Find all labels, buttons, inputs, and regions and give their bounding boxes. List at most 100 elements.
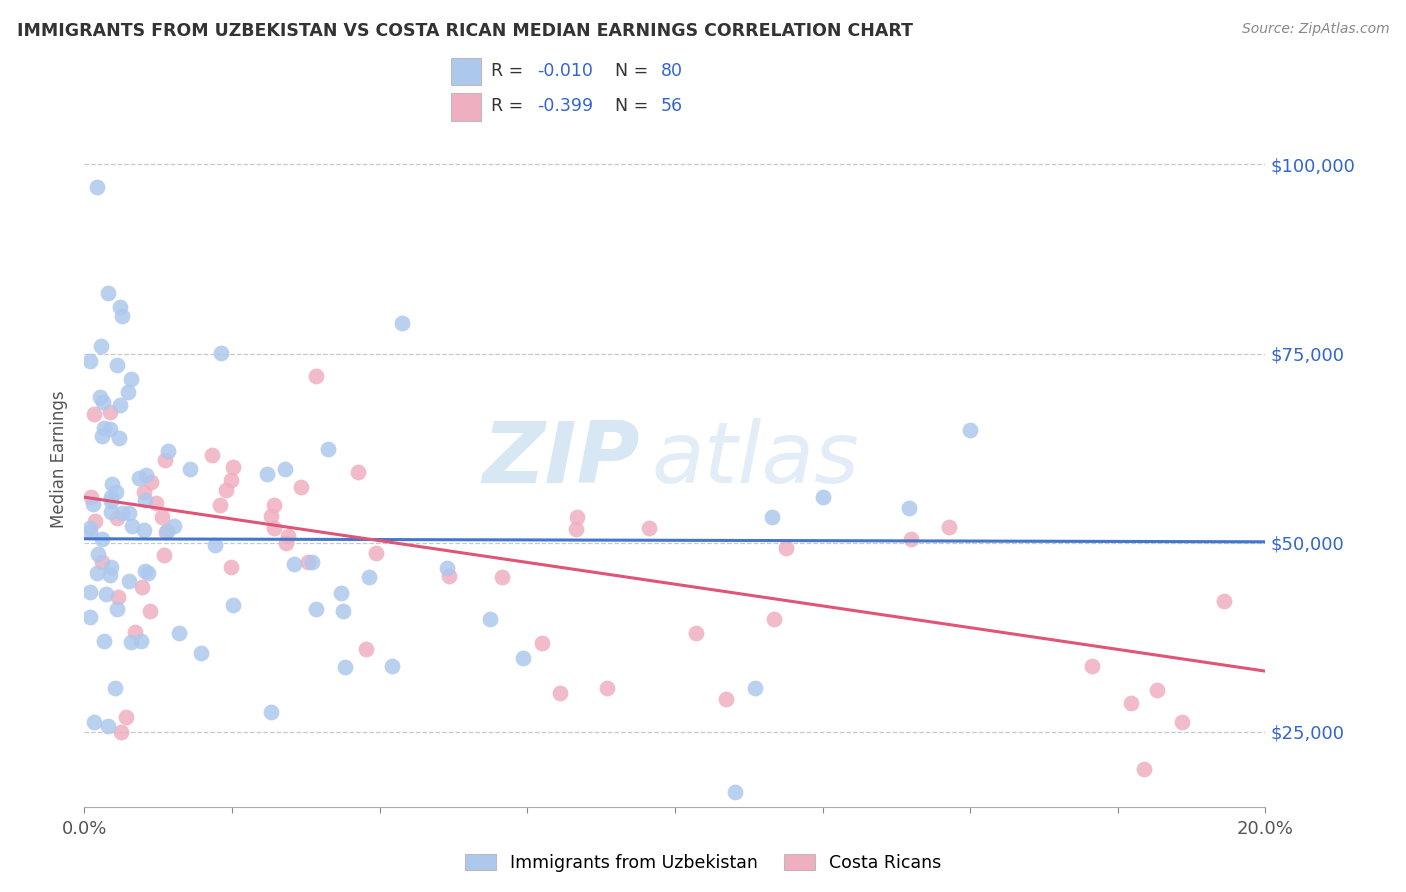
Point: [744, 681, 766, 696]
Point: [131, 580, 153, 594]
Point: [135, 467, 157, 482]
Point: [1081, 658, 1104, 673]
Point: [1133, 763, 1156, 777]
Point: [107, 590, 129, 604]
Point: [531, 636, 554, 650]
Point: [219, 473, 242, 487]
Point: [79, 585, 101, 599]
Point: [80, 491, 103, 505]
Point: [129, 634, 152, 648]
Point: [512, 650, 534, 665]
Point: [91, 555, 114, 569]
Point: [90, 339, 112, 353]
Text: Source: ZipAtlas.com: Source: ZipAtlas.com: [1241, 22, 1389, 37]
Text: ZIP: ZIP: [482, 417, 640, 501]
Point: [274, 535, 297, 549]
Point: [145, 496, 167, 510]
Point: [120, 372, 142, 386]
Point: [179, 462, 201, 476]
Point: [357, 570, 380, 584]
Point: [297, 555, 319, 569]
Point: [190, 646, 212, 660]
Point: [1213, 594, 1236, 608]
Point: [478, 611, 501, 625]
Point: [91, 428, 114, 442]
Point: [117, 384, 139, 399]
Point: [222, 598, 245, 612]
Point: [139, 475, 162, 489]
Text: -0.399: -0.399: [537, 97, 593, 115]
Point: [305, 602, 328, 616]
Point: [595, 681, 617, 695]
Point: [762, 612, 785, 626]
Point: [104, 485, 127, 500]
Point: [93, 634, 115, 648]
Point: [333, 660, 356, 674]
Point: [201, 448, 224, 462]
Point: [548, 686, 571, 700]
Point: [83, 408, 105, 422]
Point: [356, 642, 378, 657]
Point: [100, 505, 122, 519]
Point: [86, 180, 108, 194]
Point: [84, 514, 107, 528]
Point: [364, 546, 387, 560]
Point: [120, 635, 142, 649]
Text: -0.010: -0.010: [537, 62, 593, 79]
Point: [98, 422, 121, 436]
Point: [121, 519, 143, 533]
Point: [1146, 682, 1168, 697]
Point: [381, 659, 404, 673]
Point: [138, 604, 160, 618]
Point: [134, 523, 156, 537]
Point: [98, 404, 121, 418]
FancyBboxPatch shape: [451, 58, 481, 86]
Point: [215, 483, 238, 497]
Point: [714, 691, 737, 706]
Point: [98, 567, 121, 582]
Text: R =: R =: [491, 97, 529, 115]
Point: [128, 471, 150, 485]
Point: [156, 524, 179, 538]
Point: [290, 480, 312, 494]
Point: [898, 501, 921, 516]
Point: [391, 316, 413, 330]
Point: [134, 564, 156, 578]
Point: [347, 465, 370, 479]
Point: [100, 490, 122, 504]
Point: [150, 510, 173, 524]
Point: [204, 538, 226, 552]
Text: 56: 56: [661, 97, 683, 115]
Point: [108, 300, 131, 314]
Point: [437, 569, 460, 583]
Point: [316, 442, 339, 456]
Point: [436, 560, 458, 574]
Point: [260, 705, 283, 719]
Point: [685, 626, 707, 640]
Point: [811, 490, 834, 504]
Point: [79, 521, 101, 535]
Text: atlas: atlas: [651, 417, 859, 501]
Point: [723, 785, 745, 799]
Point: [79, 354, 101, 368]
Point: [277, 529, 299, 543]
Point: [82, 497, 104, 511]
Point: [118, 507, 141, 521]
Text: N =: N =: [614, 62, 654, 79]
Point: [100, 560, 122, 574]
Point: [91, 533, 114, 547]
Point: [565, 523, 588, 537]
Point: [105, 358, 128, 372]
Text: IMMIGRANTS FROM UZBEKISTAN VS COSTA RICAN MEDIAN EARNINGS CORRELATION CHART: IMMIGRANTS FROM UZBEKISTAN VS COSTA RICA…: [17, 22, 912, 40]
Point: [153, 452, 176, 467]
Point: [111, 506, 134, 520]
Point: [91, 395, 114, 409]
Point: [761, 510, 783, 524]
Point: [114, 709, 136, 723]
Point: [124, 625, 146, 640]
Y-axis label: Median Earnings: Median Earnings: [51, 391, 69, 528]
Point: [491, 570, 513, 584]
Point: [108, 431, 131, 445]
Point: [301, 555, 323, 569]
Point: [900, 533, 922, 547]
